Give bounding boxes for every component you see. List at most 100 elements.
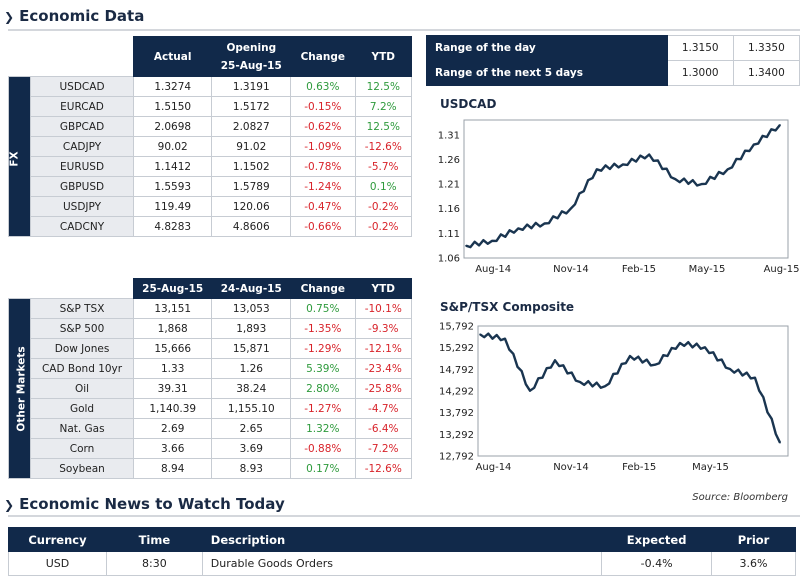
actual-value: 1.5593: [132, 176, 213, 197]
news-header-expected: Expected: [601, 527, 713, 552]
table-row: Range of the next 5 days 1.3000 1.3400: [426, 60, 800, 86]
fx-header-actual: Actual: [132, 36, 213, 77]
change-value: -0.15%: [290, 96, 356, 117]
date1-value: 1.33: [132, 358, 213, 379]
table-row: EURCAD 1.5150 1.5172 -0.15% 7.2%: [9, 96, 413, 117]
data-point: [629, 355, 631, 357]
actual-value: 1.5150: [132, 96, 213, 117]
news-prior: 3.6%: [711, 551, 796, 576]
y-tick-label: 1.16: [438, 204, 460, 215]
ytd-value: -12.6%: [354, 458, 413, 479]
table-row: EURUSD 1.1412 1.1502 -0.78% -5.7%: [9, 156, 413, 177]
change-value: -0.88%: [290, 438, 356, 459]
ytd-value: 12.5%: [354, 76, 413, 97]
range-table: Range of the day 1.3150 1.3350 Range of the…: [426, 35, 800, 86]
actual-value: 1.1412: [132, 156, 213, 177]
data-point: [579, 381, 581, 383]
change-value: -1.29%: [290, 338, 356, 359]
data-point: [596, 168, 598, 171]
date2-value: 3.69: [211, 438, 292, 459]
row-label: USDCAD: [30, 76, 134, 97]
range-label: Range of the next 5 days: [426, 60, 668, 86]
range-label: Range of the day: [426, 35, 668, 61]
fx-header-change: Change: [290, 36, 356, 77]
x-tick-label: May-15: [689, 264, 726, 275]
news-expected: -0.4%: [601, 551, 713, 576]
ytd-value: -12.6%: [354, 136, 413, 157]
change-value: 0.63%: [290, 76, 356, 97]
y-tick-label: 13,792: [439, 408, 474, 419]
data-point: [729, 368, 731, 370]
usdcad-line-chart: 1.06 1.11 1.16 1.21 1.26 1.31 Aug-14 Nov-14 Feb-…: [438, 119, 800, 275]
tsx-chart-title: S&P/TSX Composite: [440, 300, 575, 314]
row-label: CADJPY: [30, 136, 134, 157]
change-value: 2.80%: [290, 378, 356, 399]
fx-band: FX: [7, 76, 32, 237]
fx-band-label: FX: [8, 151, 21, 167]
data-point: [504, 337, 506, 340]
row-label: GBPCAD: [30, 116, 134, 137]
change-value: 1.32%: [290, 418, 356, 439]
data-point: [465, 244, 467, 247]
markets-header-ytd: YTD: [354, 278, 413, 299]
y-tick-label: 1.26: [438, 155, 460, 166]
chevron-right-icon: ❯: [4, 498, 15, 512]
table-row: S&P 500 1,868 1,893 -1.35% -9.3%: [9, 318, 413, 339]
opening-value: 1.1502: [211, 156, 292, 177]
date2-value: 8.93: [211, 458, 292, 479]
markets-header-date2: 24-Aug-15: [211, 278, 292, 299]
ytd-value: 12.5%: [354, 116, 413, 137]
x-tick-label: Feb-15: [622, 462, 656, 473]
section-title: Economic Data: [19, 7, 145, 25]
data-point: [491, 240, 493, 242]
fx-header-ytd: YTD: [354, 36, 413, 77]
date1-value: 1,140.39: [132, 398, 213, 419]
x-tick-label: Nov-14: [553, 462, 589, 473]
data-point: [679, 342, 681, 344]
date2-value: 1.26: [211, 358, 292, 379]
date2-value: 2.65: [211, 418, 292, 439]
change-value: -0.62%: [290, 116, 356, 137]
markets-band-label: Other Markets: [15, 346, 28, 432]
fx-header-opening: Opening 25-Aug-15: [211, 36, 292, 77]
actual-value: 119.49: [132, 196, 213, 217]
data-point: [569, 207, 572, 210]
y-tick-label: 15,792: [439, 322, 474, 333]
row-label: Dow Jones: [30, 338, 134, 359]
data-point: [726, 168, 729, 171]
table-row: Dow Jones 15,666 15,871 -1.29% -12.1%: [9, 338, 413, 359]
range-low: 1.3000: [666, 60, 734, 86]
range-low: 1.3150: [666, 35, 734, 61]
change-value: -0.78%: [290, 156, 356, 177]
news-heading: ❯ Economic News to Watch Today: [4, 494, 285, 513]
y-tick-label: 14,292: [439, 387, 474, 398]
table-row: USD 8:30 Durable Goods Orders -0.4% 3.6%: [8, 551, 796, 576]
chevron-right-icon: ❯: [4, 10, 15, 24]
ytd-value: -23.4%: [354, 358, 413, 379]
data-point: [700, 183, 703, 185]
change-value: 0.75%: [290, 298, 356, 319]
news-header-description: Description: [201, 527, 603, 552]
x-tick-label: Aug-15: [764, 264, 800, 275]
row-label: Oil: [30, 378, 134, 399]
y-tick-label: 1.11: [438, 229, 460, 240]
data-point: [674, 178, 677, 180]
opening-value: 1.5789: [211, 176, 292, 197]
date2-value: 1,893: [211, 318, 292, 339]
table-row: Gold 1,140.39 1,155.10 -1.27% -4.7%: [9, 398, 413, 419]
divider: [8, 29, 800, 31]
ytd-value: -6.4%: [354, 418, 413, 439]
news-table: Currency Time Description Expected Prior…: [8, 527, 796, 576]
ytd-value: -5.7%: [354, 156, 413, 177]
row-label: Nat. Gas: [30, 418, 134, 439]
news-header-time: Time: [105, 527, 203, 552]
data-point: [704, 346, 706, 349]
actual-value: 1.3274: [132, 76, 213, 97]
actual-value: 2.0698: [132, 116, 213, 137]
data-point: [517, 227, 520, 230]
row-label: S&P TSX: [30, 298, 134, 319]
opening-value: 91.02: [211, 136, 292, 157]
data-point: [543, 222, 546, 225]
range-high: 1.3350: [732, 35, 800, 61]
news-currency: USD: [8, 551, 107, 576]
